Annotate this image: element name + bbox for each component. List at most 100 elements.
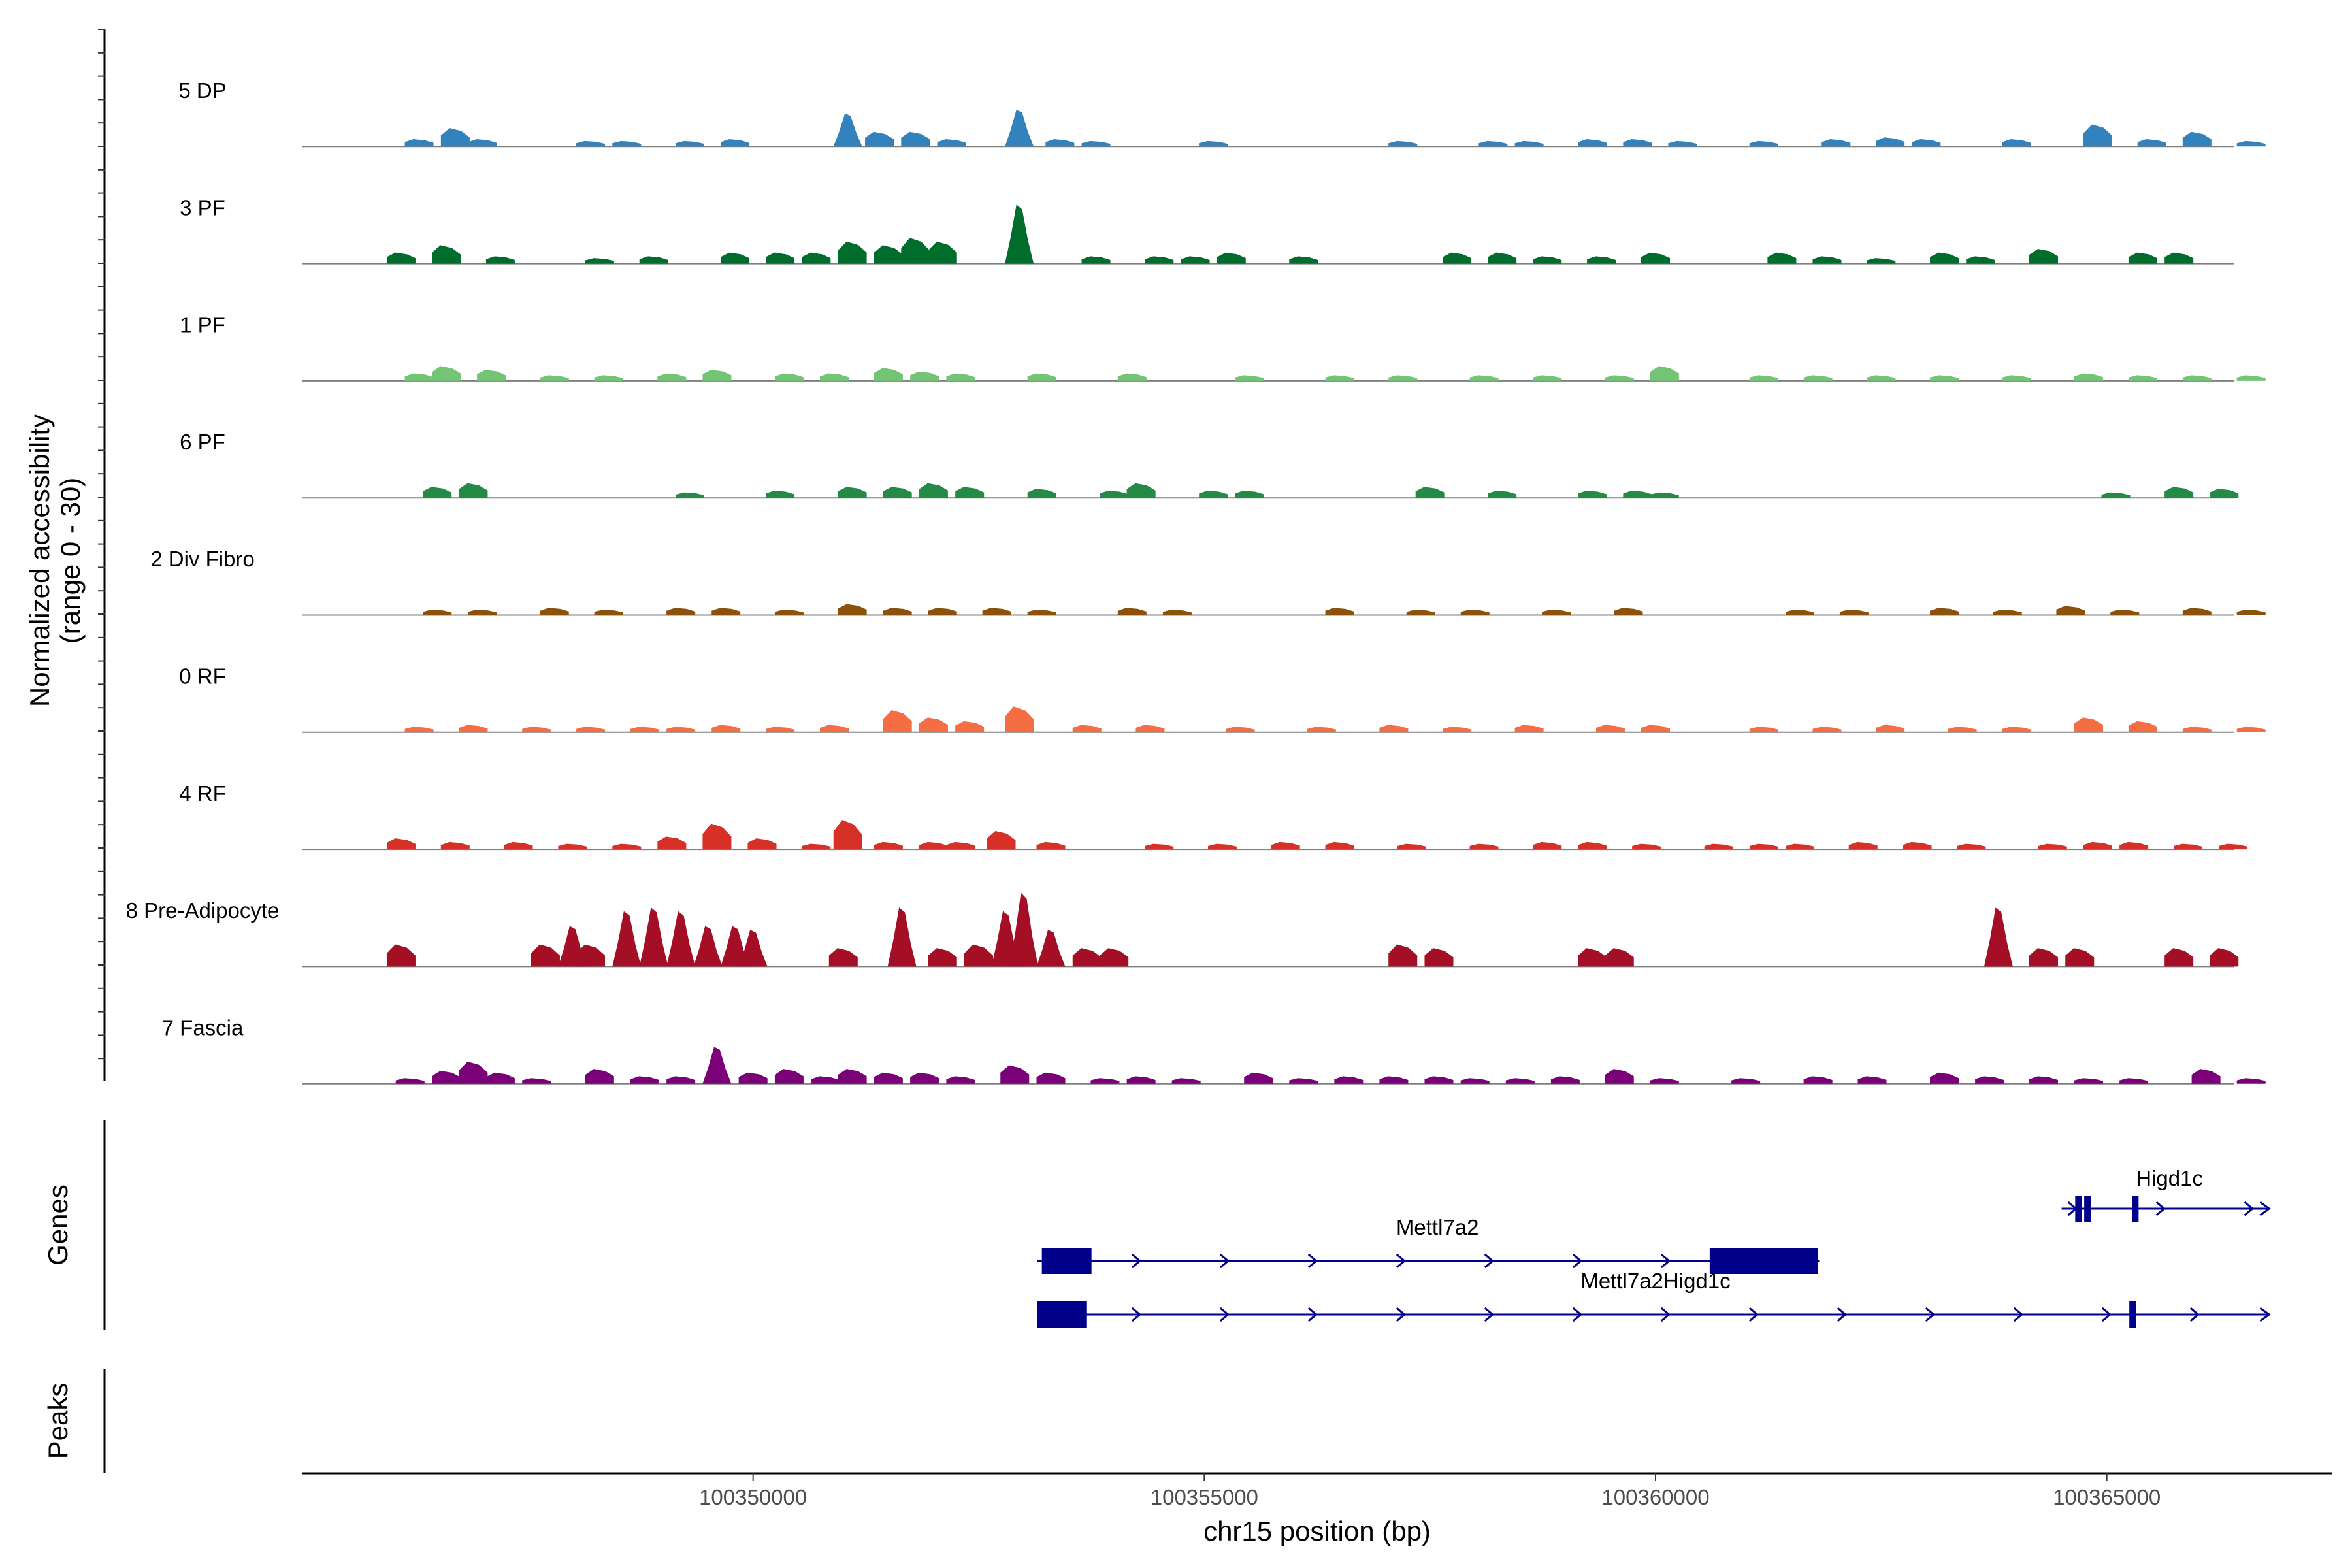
- coverage-peak: [1424, 948, 1454, 967]
- coverage-peak: [2219, 843, 2248, 850]
- coverage-peak: [386, 838, 416, 850]
- coverage-peak: [987, 830, 1016, 850]
- coverage-peak: [657, 836, 687, 850]
- coverage-peak: [1235, 375, 1264, 381]
- coverage-peak: [1171, 1078, 1201, 1084]
- coverage-peak: [819, 725, 849, 732]
- strand-chevron: [1925, 1307, 1936, 1322]
- strand-chevron: [1396, 1307, 1407, 1322]
- coverage-peak: [1406, 610, 1435, 615]
- gene-models: Higd1c Mettl7a2 Mettl7a2Higd1c: [1037, 1166, 2271, 1328]
- coverage-peak: [1460, 1078, 1490, 1084]
- coverage-peak: [594, 375, 623, 381]
- coverage-peak: [2236, 727, 2266, 732]
- x-tick-label: 100365000: [2053, 1485, 2161, 1509]
- coverage-peak: [1704, 843, 1733, 850]
- coverage-peak: [1550, 1076, 1580, 1084]
- coverage-peak: [2182, 131, 2212, 147]
- x-tick-label: 100360000: [1601, 1485, 1709, 1509]
- strand-chevron: [1396, 1253, 1407, 1269]
- coverage-peak: [2029, 948, 2058, 967]
- coverage-peak: [477, 369, 506, 381]
- coverage-peak: [2236, 375, 2266, 381]
- coverage-peak: [2128, 252, 2157, 264]
- track-0-rf: 0 RF: [179, 664, 2266, 733]
- strand-chevron: [1660, 1307, 1671, 1322]
- coverage-peak: [828, 948, 858, 967]
- track-label: 4 RF: [179, 781, 226, 806]
- coverage-peak: [1867, 375, 1896, 381]
- coverage-peak: [1948, 727, 1977, 732]
- coverage-peak: [1857, 1076, 1887, 1084]
- coverage-peak: [1036, 929, 1066, 967]
- coverage-peak: [928, 241, 957, 264]
- coverage-peak: [2101, 492, 2131, 498]
- coverage-peak: [1749, 375, 1778, 381]
- genes-panel-title: Genes: [42, 1184, 73, 1266]
- strand-chevron: [1660, 1253, 1671, 1269]
- coverage-peak: [1966, 256, 1995, 264]
- strand-chevron: [2155, 1201, 2166, 1217]
- coverage-peak: [1000, 1065, 1030, 1084]
- coverage-peak: [1036, 841, 1066, 850]
- coverage-peak: [874, 841, 903, 850]
- x-tick-label: 100355000: [1151, 1485, 1258, 1509]
- track-1-pf: 1 PF: [180, 313, 2266, 382]
- coverage-peak: [2128, 721, 2157, 732]
- strand-chevron: [2259, 1201, 2271, 1217]
- coverage-peak: [2002, 727, 2031, 732]
- coverage-peak: [1100, 490, 1129, 498]
- coverage-peak: [1641, 252, 1670, 264]
- coverage-peak: [901, 131, 930, 147]
- coverage-peak: [702, 1047, 732, 1084]
- coverage-peak: [612, 843, 642, 850]
- coverage-peak: [504, 841, 533, 850]
- coverage-peak: [386, 252, 416, 264]
- strand-chevron: [1748, 1307, 1759, 1322]
- coverage-peak: [702, 823, 732, 850]
- track-label: 8 Pre-Adipocyte: [126, 898, 280, 923]
- gene-label: Mettl7a2: [1396, 1215, 1479, 1239]
- coverage-peak: [802, 843, 831, 850]
- coverage-peak: [485, 1072, 515, 1084]
- coverage-peak: [1641, 725, 1670, 732]
- coverage-peak: [919, 483, 948, 498]
- track-label: 5 DP: [178, 78, 226, 103]
- coverage-peak: [2128, 375, 2157, 381]
- coverage-peak: [1731, 1078, 1761, 1084]
- coverage-peak: [576, 140, 606, 147]
- coverage-peak: [1090, 1078, 1120, 1084]
- coverage-peak: [1226, 727, 1255, 732]
- strand-chevron: [2244, 1201, 2254, 1217]
- coverage-peak: [865, 131, 894, 147]
- coverage-peak: [887, 907, 917, 967]
- coverage-peak: [468, 610, 497, 615]
- coverage-peak: [833, 819, 862, 850]
- coverage-peak: [585, 1069, 614, 1084]
- coverage-peak: [1235, 490, 1264, 498]
- coverage-peak: [1162, 610, 1192, 615]
- strand-chevron: [2013, 1307, 2024, 1322]
- coverage-peak: [838, 487, 867, 498]
- coverage-peak: [2210, 489, 2239, 498]
- gene-exon: [1709, 1248, 1818, 1274]
- coverage-peak: [1587, 256, 1616, 264]
- coverage-peak: [594, 610, 623, 615]
- coverage-peak: [2173, 843, 2202, 850]
- gene-exon: [2084, 1196, 2091, 1222]
- coverage-peak: [1460, 610, 1490, 615]
- strand-chevron: [1131, 1253, 1142, 1269]
- coverage-peak: [1993, 610, 2022, 615]
- coverage-panel: Normalized accessibility (range 0 - 30) …: [24, 29, 2266, 1085]
- coverage-peak: [2056, 606, 2085, 615]
- coverage-peak: [2074, 717, 2104, 732]
- coverage-peak: [1488, 490, 1517, 498]
- gene-mettl7a2: Mettl7a2: [1037, 1215, 1820, 1274]
- coverage-peak: [423, 487, 452, 498]
- coverage-peak: [1005, 204, 1034, 264]
- coverage-peak: [540, 608, 569, 615]
- coverage-peak: [883, 608, 912, 615]
- coverage-peak: [2182, 727, 2212, 732]
- coverage-peak: [1036, 1072, 1066, 1084]
